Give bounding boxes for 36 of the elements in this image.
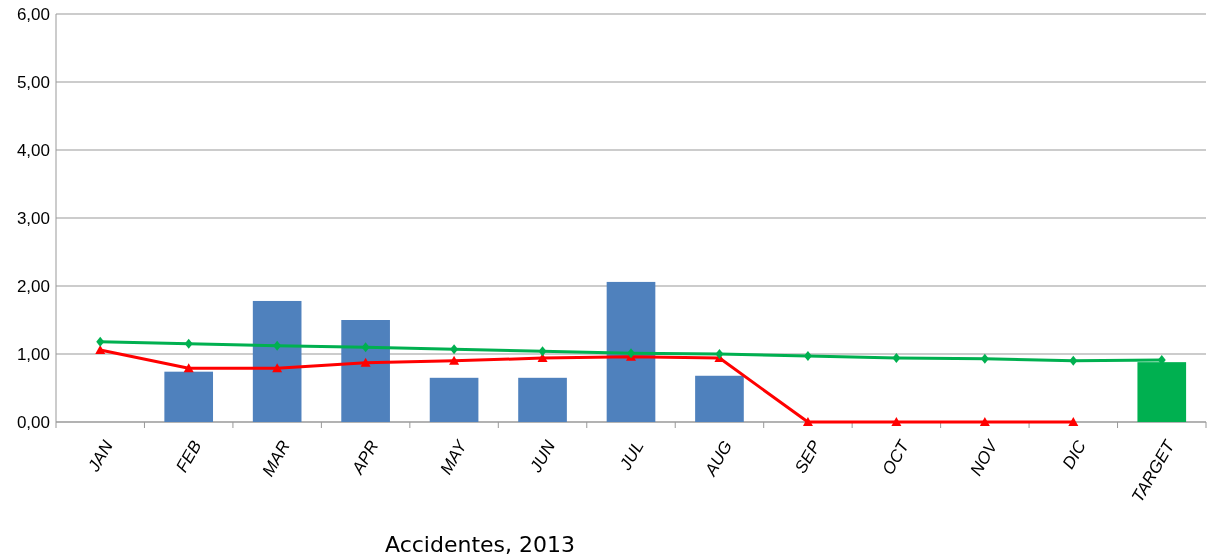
y-tick-label: 4,00 (16, 140, 50, 160)
point (272, 363, 283, 373)
point (361, 342, 370, 353)
x-tick-label: JUL (615, 437, 648, 475)
bar (164, 371, 214, 422)
bar (429, 377, 479, 422)
y-tick-label: 2,00 (16, 276, 50, 296)
point (537, 353, 548, 363)
point (980, 353, 989, 364)
point (1069, 355, 1078, 366)
point (715, 349, 724, 359)
point (803, 351, 812, 362)
y-tick-label: 6,00 (16, 4, 50, 24)
bar (695, 375, 744, 422)
y-tick-label: 0,00 (16, 412, 50, 432)
point (892, 353, 901, 364)
y-tick-label: 1,00 (16, 344, 50, 364)
point (450, 344, 459, 355)
x-axis-title: Accidentes, 2013 (384, 532, 576, 557)
point (979, 417, 990, 426)
y-tick-label: 3,00 (16, 208, 50, 228)
point (360, 357, 371, 367)
point (184, 338, 193, 349)
point (183, 363, 194, 373)
point (891, 417, 902, 426)
bar (606, 281, 656, 422)
bar (341, 320, 390, 422)
point (273, 340, 282, 351)
point (449, 355, 460, 365)
point (1068, 417, 1079, 426)
y-tick-label: 5,00 (16, 72, 50, 92)
point (802, 417, 813, 426)
bar (252, 300, 302, 422)
point (538, 346, 547, 357)
point (96, 336, 105, 347)
bar (518, 377, 567, 422)
